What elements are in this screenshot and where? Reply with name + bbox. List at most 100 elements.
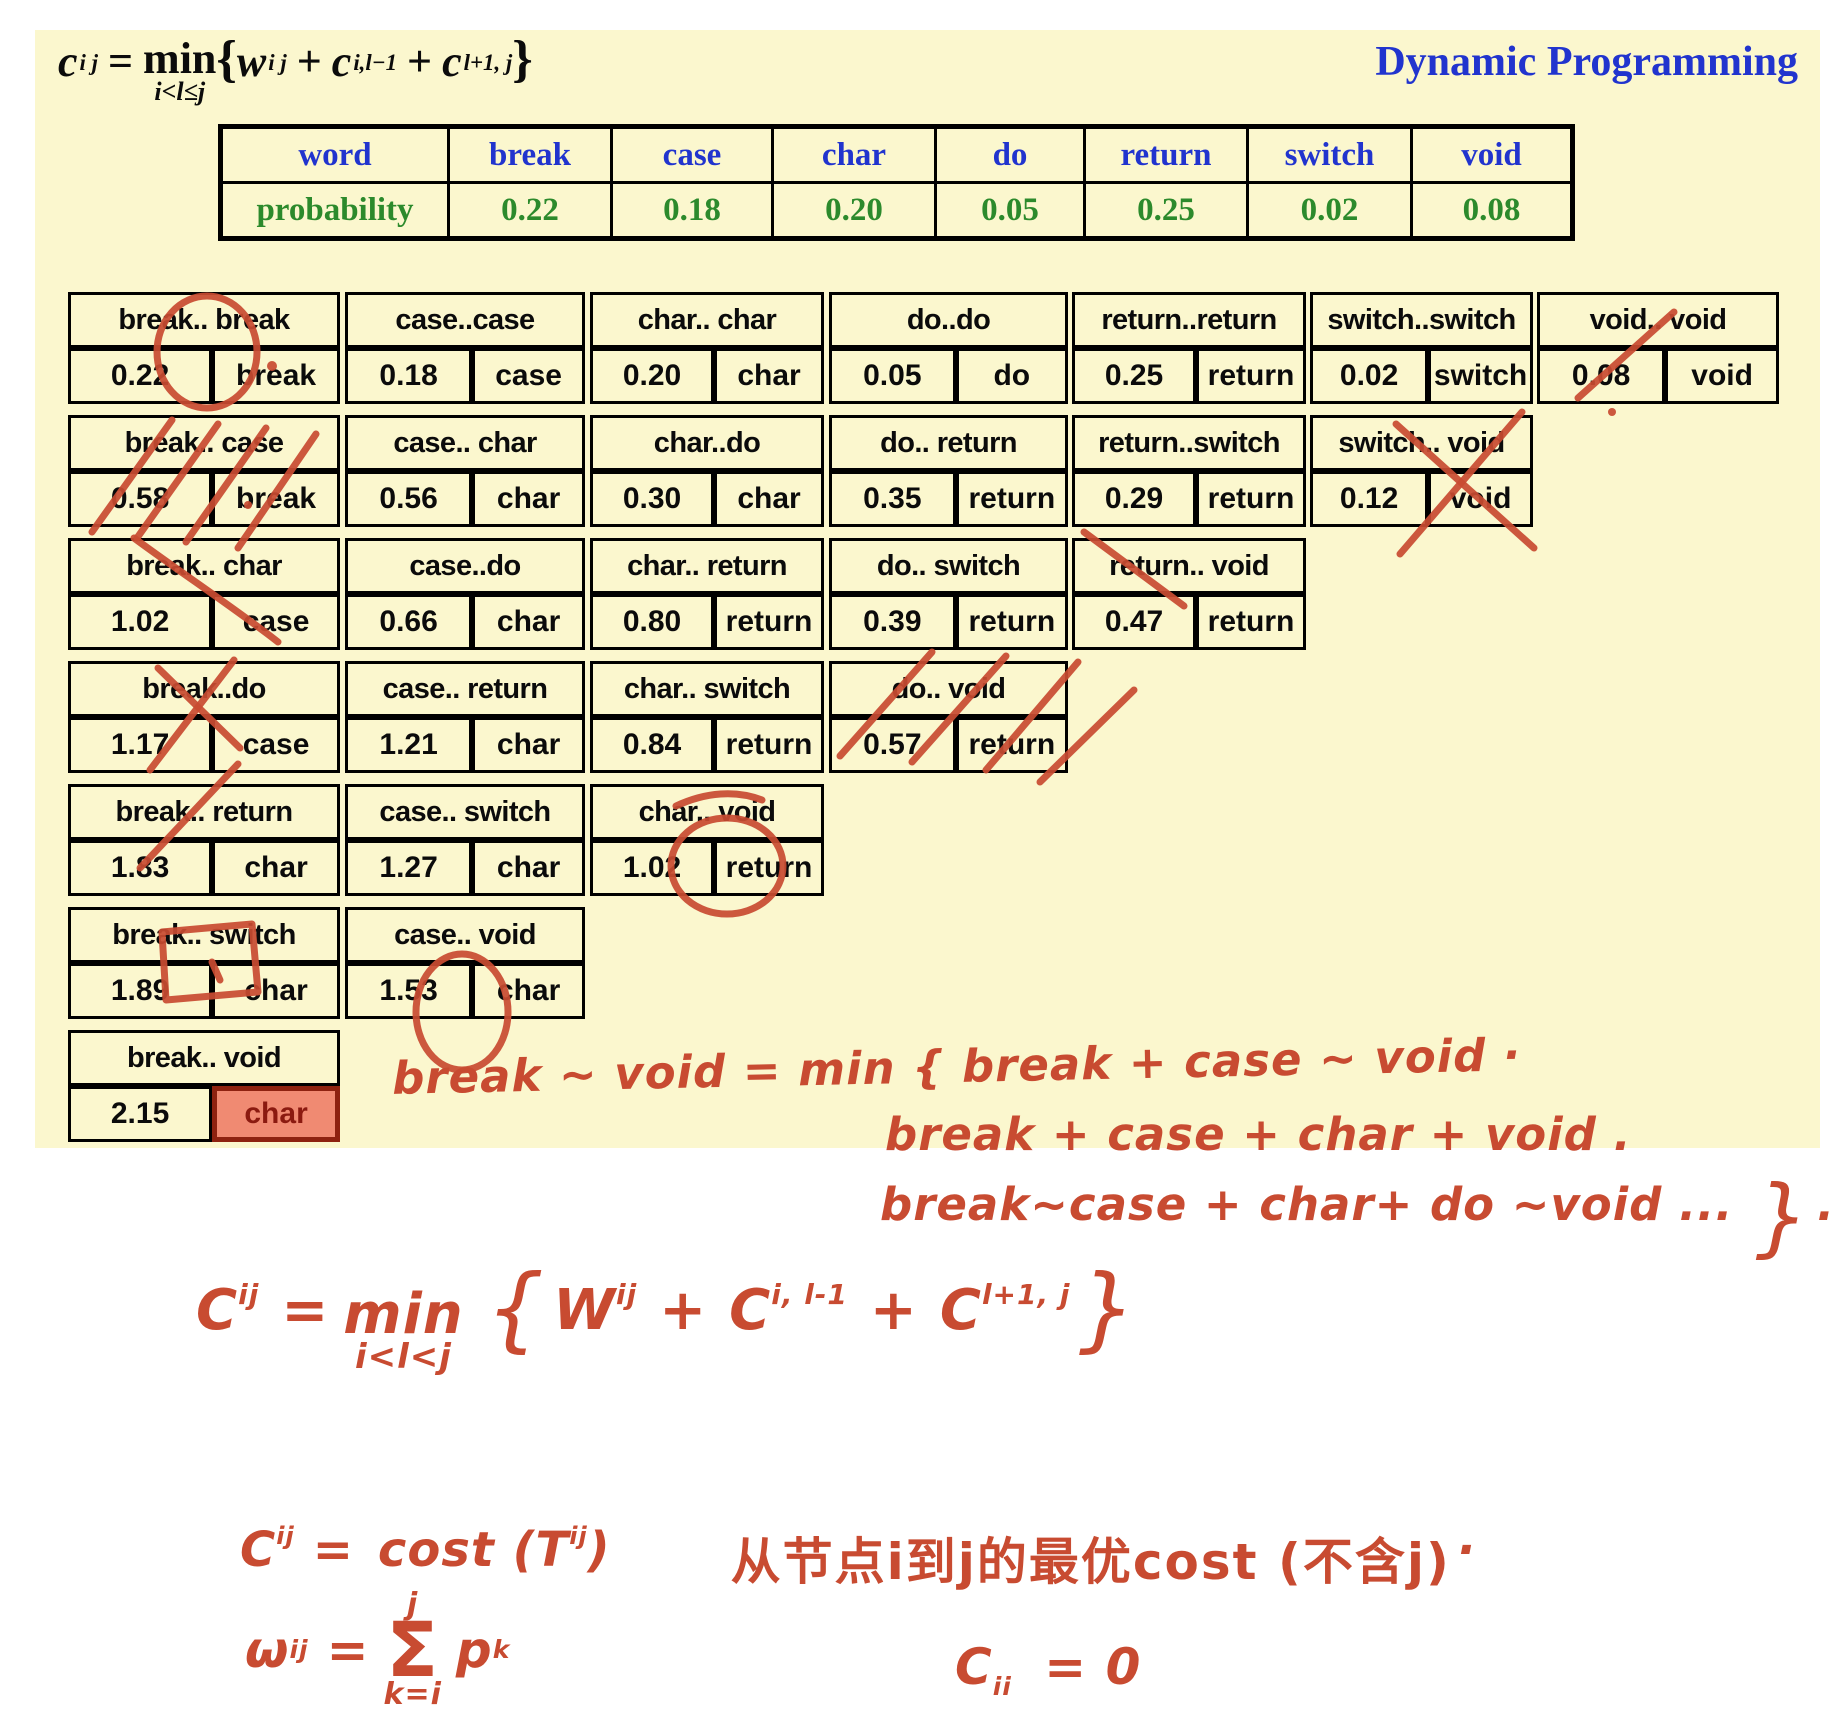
word-table-row: probability 0.22 0.18 0.20 0.05 0.25 0.02 0.08 [220, 181, 1573, 239]
rec-plus2: + [869, 1278, 918, 1343]
dp-cost-value: 0.58 [68, 471, 213, 527]
dp-group: break.. return 1.83 char [68, 784, 340, 896]
dp-group: switch..switch 0.02 switch [1310, 292, 1533, 404]
handwritten-expansion-line2: break + case + char + void . [885, 1108, 1632, 1161]
dp-cost-value: 1.21 [345, 717, 473, 773]
rec-C-sub: ij [238, 1278, 260, 1311]
dp-range-header: char..do [590, 415, 824, 471]
word-table-cell: return [1083, 126, 1249, 184]
dp-range-header: break.. void [68, 1030, 340, 1086]
dp-cost-value: 1.17 [68, 717, 213, 773]
formula-c: c [58, 37, 78, 86]
dp-range-header: do.. switch [829, 538, 1068, 594]
weight-eq: = [326, 1620, 370, 1679]
dp-range-header: return.. void [1072, 538, 1306, 594]
formula-c2: c [331, 37, 352, 86]
dp-group: char..do 0.30 char [590, 415, 824, 527]
dp-cost-value: 0.56 [345, 471, 473, 527]
dp-cost-value: 0.05 [829, 348, 956, 404]
word-table-cell: 0.02 [1246, 181, 1413, 239]
dp-range-header: char.. switch [590, 661, 824, 717]
dp-root-word: return [714, 717, 824, 773]
dp-group: char.. return 0.80 return [590, 538, 824, 650]
dp-range-header: switch..switch [1310, 292, 1533, 348]
dp-range-header: return..return [1072, 292, 1306, 348]
dp-cost-value: 1.83 [68, 840, 213, 896]
dp-group: return.. void 0.47 return [1072, 538, 1306, 650]
dp-root-word: break [212, 348, 340, 404]
rec-C2-sub: l+1, j [981, 1278, 1071, 1311]
rec-min: min [343, 1282, 464, 1347]
rec-W: W [553, 1278, 616, 1343]
word-table-cell: 0.22 [447, 181, 613, 239]
dp-root-word: char [472, 963, 585, 1019]
rec-min-sub: i<l<j [354, 1337, 452, 1378]
handwritten-expansion-line3: break~case + char+ do ~void ...}. [880, 1174, 1836, 1260]
word-table-cell: break [447, 126, 613, 184]
dp-cost-value: 0.80 [590, 594, 715, 650]
dp-cost-value: 0.12 [1310, 471, 1429, 527]
dp-cost-value: 0.47 [1072, 594, 1197, 650]
dp-range-header: char.. return [590, 538, 824, 594]
dp-group: do..do 0.05 do [829, 292, 1068, 404]
dp-root-word: void [1428, 471, 1533, 527]
formula-min: min [143, 34, 217, 83]
rec-close-brace: } [1078, 1255, 1139, 1362]
expansion-line3-dot: . [1817, 1178, 1836, 1231]
weight-w-sub: ij [289, 1635, 309, 1665]
formula-min-sub: i<l≤j [154, 76, 206, 106]
rec-C2: C [939, 1278, 982, 1343]
cost-eq: = [312, 1522, 354, 1578]
sigma-upper: j [407, 1587, 419, 1622]
dp-root-word: return [714, 840, 824, 896]
dp-group: do.. switch 0.39 return [829, 538, 1068, 650]
dp-cost-value: 1.53 [345, 963, 473, 1019]
dp-root-word: return [955, 471, 1068, 527]
dp-range-header: case.. switch [345, 784, 585, 840]
formula-w: w [236, 37, 267, 86]
dp-root-word-highlighted: char [212, 1086, 340, 1142]
dp-group: do.. return 0.35 return [829, 415, 1068, 527]
dp-group: char.. char 0.20 char [590, 292, 824, 404]
handwritten-base-case: Cii = 0 [955, 1638, 1141, 1701]
word-table-cell: void [1410, 126, 1573, 184]
rec-W-sub: ij [615, 1278, 638, 1311]
dp-group: case.. switch 1.27 char [345, 784, 585, 896]
dp-range-header: do..do [829, 292, 1068, 348]
rec-open-brace: { [485, 1255, 546, 1362]
dp-range-header: char.. char [590, 292, 824, 348]
dp-cost-value: 0.02 [1310, 348, 1429, 404]
dp-root-word: char [472, 717, 585, 773]
dp-range-header: do.. return [829, 415, 1068, 471]
dp-group: case..case 0.18 case [345, 292, 585, 404]
dp-cost-value: 0.18 [345, 348, 473, 404]
dp-group: return..return 0.25 return [1072, 292, 1306, 404]
dp-root-word: do [955, 348, 1068, 404]
dp-root-word: char [714, 471, 824, 527]
dp-root-word: break [212, 471, 340, 527]
formula-plus1: + [296, 37, 322, 86]
dp-cost-value: 0.20 [590, 348, 715, 404]
formula-c3: c [442, 37, 462, 86]
dp-root-word: return [1196, 348, 1306, 404]
dp-range-header: break.. switch [68, 907, 340, 963]
weight-p-sub: k [492, 1635, 511, 1665]
dp-range-header: case..case [345, 292, 585, 348]
word-table-label-cell: probability [220, 181, 450, 239]
sigma-icon: Σ [386, 1604, 440, 1694]
dp-root-word: return [1196, 594, 1306, 650]
cost-C-sub: ij [276, 1522, 295, 1550]
cost-paren: ) [587, 1522, 611, 1578]
dp-range-header: case..do [345, 538, 585, 594]
page-title: Dynamic Programming [1375, 39, 1798, 85]
sigma-lower: k=i [383, 1677, 442, 1713]
formula-plus2: + [407, 37, 433, 86]
dp-cost-value: 0.25 [1072, 348, 1197, 404]
dp-root-word: char [472, 840, 585, 896]
dp-root-word: return [1196, 471, 1306, 527]
dp-root-word: char [212, 963, 340, 1019]
base-C: C [955, 1638, 993, 1696]
dp-group: case.. return 1.21 char [345, 661, 585, 773]
